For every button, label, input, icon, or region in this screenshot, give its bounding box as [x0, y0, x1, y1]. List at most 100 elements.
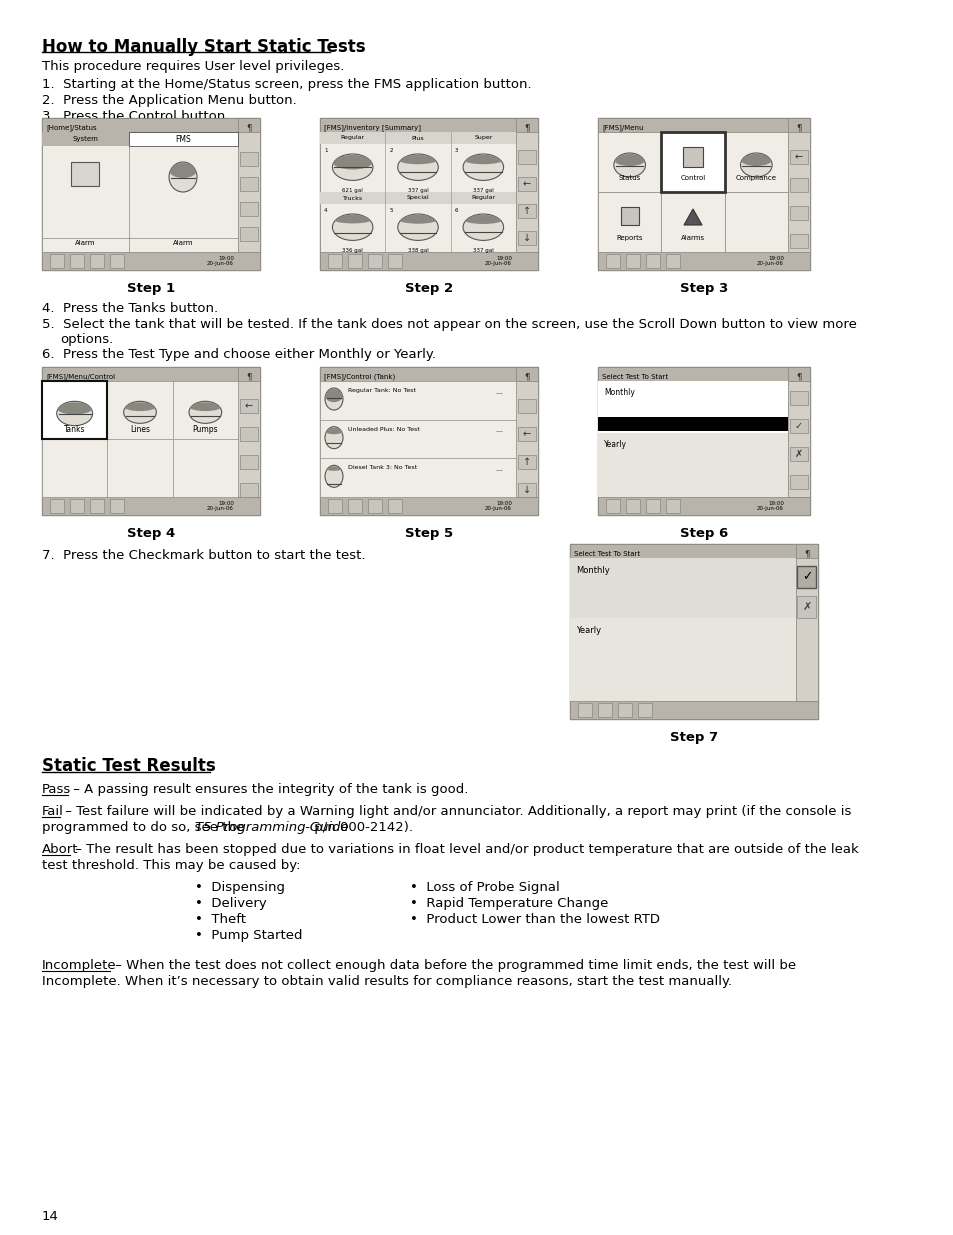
Text: 19:00
20-Jun-06: 19:00 20-Jun-06: [485, 256, 512, 267]
Text: Regular: Regular: [471, 195, 495, 200]
Text: 2: 2: [389, 148, 393, 153]
Bar: [569, 618, 795, 701]
Bar: [796, 566, 815, 588]
Text: [Home]/Status: [Home]/Status: [46, 125, 96, 131]
Text: Abort: Abort: [42, 844, 78, 856]
Bar: [569, 701, 817, 719]
Bar: [598, 367, 809, 515]
Text: T5 Programming Guide: T5 Programming Guide: [195, 821, 348, 834]
Ellipse shape: [325, 466, 343, 488]
Ellipse shape: [325, 427, 342, 435]
Text: Compliance: Compliance: [735, 175, 776, 182]
Ellipse shape: [740, 153, 771, 177]
Bar: [569, 558, 795, 701]
Text: Control: Control: [679, 175, 705, 182]
Text: Regular Tank: No Test: Regular Tank: No Test: [348, 388, 416, 393]
Text: Lines: Lines: [130, 425, 150, 433]
Bar: [388, 499, 401, 513]
Text: – The result has been stopped due to variations in float level and/or product te: – The result has been stopped due to var…: [71, 844, 858, 856]
Bar: [517, 149, 536, 164]
Bar: [42, 382, 237, 496]
Bar: [516, 119, 537, 132]
Bar: [645, 499, 659, 513]
Bar: [319, 382, 516, 496]
Text: Step 4: Step 4: [127, 527, 175, 540]
Text: Step 1: Step 1: [127, 282, 175, 295]
Bar: [598, 119, 809, 270]
Bar: [319, 458, 516, 496]
Text: 337 gal: 337 gal: [473, 189, 494, 194]
Text: 19:00
20-Jun-06: 19:00 20-Jun-06: [485, 500, 512, 511]
Text: ←: ←: [245, 401, 253, 411]
Bar: [240, 483, 257, 496]
Text: How to Manually Start Static Tests: How to Manually Start Static Tests: [42, 38, 365, 56]
Ellipse shape: [333, 215, 372, 224]
Bar: [665, 254, 679, 268]
Bar: [388, 254, 401, 268]
Bar: [108, 438, 172, 496]
Text: 6.  Press the Test Type and choose either Monthly or Yearly.: 6. Press the Test Type and choose either…: [42, 348, 436, 361]
Ellipse shape: [332, 214, 373, 241]
Text: •  Rapid Temperature Change: • Rapid Temperature Change: [410, 897, 608, 910]
Bar: [789, 149, 807, 164]
Bar: [789, 206, 807, 220]
Ellipse shape: [189, 403, 221, 411]
Bar: [516, 132, 537, 252]
Bar: [682, 147, 702, 167]
Bar: [319, 119, 516, 132]
Text: 336 gal: 336 gal: [342, 248, 363, 253]
Text: 4.  Press the Tanks button.: 4. Press the Tanks button.: [42, 303, 218, 315]
Bar: [787, 119, 809, 132]
Bar: [516, 367, 537, 382]
Ellipse shape: [325, 389, 342, 403]
Bar: [605, 499, 619, 513]
Text: —: —: [496, 467, 502, 473]
Text: Tanks: Tanks: [64, 425, 86, 433]
Bar: [319, 191, 516, 204]
Bar: [110, 254, 124, 268]
Bar: [319, 367, 537, 515]
Bar: [787, 367, 809, 382]
Bar: [569, 543, 795, 558]
Bar: [724, 191, 787, 252]
Bar: [240, 427, 257, 441]
Bar: [319, 420, 516, 458]
Bar: [598, 132, 660, 191]
Text: 7.  Press the Checkmark button to start the test.: 7. Press the Checkmark button to start t…: [42, 550, 365, 562]
Bar: [240, 152, 257, 165]
Text: Super: Super: [474, 136, 492, 141]
Bar: [795, 543, 817, 558]
Bar: [517, 427, 536, 441]
Ellipse shape: [325, 388, 343, 410]
Text: •  Delivery: • Delivery: [194, 897, 267, 910]
Text: Special: Special: [406, 195, 429, 200]
Text: [FMS]/Menu/Control: [FMS]/Menu/Control: [46, 374, 115, 380]
Bar: [42, 382, 108, 438]
Text: [FMS]/Control (Tank): [FMS]/Control (Tank): [324, 374, 395, 380]
Ellipse shape: [397, 154, 437, 180]
Text: ←: ←: [794, 152, 802, 162]
Ellipse shape: [57, 403, 92, 415]
Bar: [50, 254, 64, 268]
Text: [FMS]/Inventory [Summary]: [FMS]/Inventory [Summary]: [324, 125, 420, 131]
Bar: [796, 597, 815, 618]
Text: 19:00
20-Jun-06: 19:00 20-Jun-06: [757, 256, 783, 267]
Bar: [129, 132, 237, 146]
Text: •  Loss of Probe Signal: • Loss of Probe Signal: [410, 881, 559, 894]
Text: ¶: ¶: [796, 124, 801, 132]
Text: 19:00
20-Jun-06: 19:00 20-Jun-06: [757, 500, 783, 511]
Bar: [42, 132, 129, 146]
Bar: [724, 132, 787, 191]
Bar: [90, 499, 104, 513]
Text: Regular: Regular: [340, 136, 364, 141]
Bar: [237, 382, 260, 496]
Text: ↓: ↓: [522, 233, 531, 243]
Ellipse shape: [124, 403, 156, 411]
Text: System: System: [72, 136, 98, 142]
Text: - p/n 000-2142).: - p/n 000-2142).: [300, 821, 413, 834]
Text: 1.  Starting at the Home/Status screen, press the FMS application button.: 1. Starting at the Home/Status screen, p…: [42, 78, 531, 91]
Text: – Test failure will be indicated by a Warning light and/or annunciator. Addition: – Test failure will be indicated by a Wa…: [61, 805, 850, 818]
Bar: [42, 252, 260, 270]
Text: Step 6: Step 6: [679, 527, 727, 540]
Bar: [70, 254, 84, 268]
